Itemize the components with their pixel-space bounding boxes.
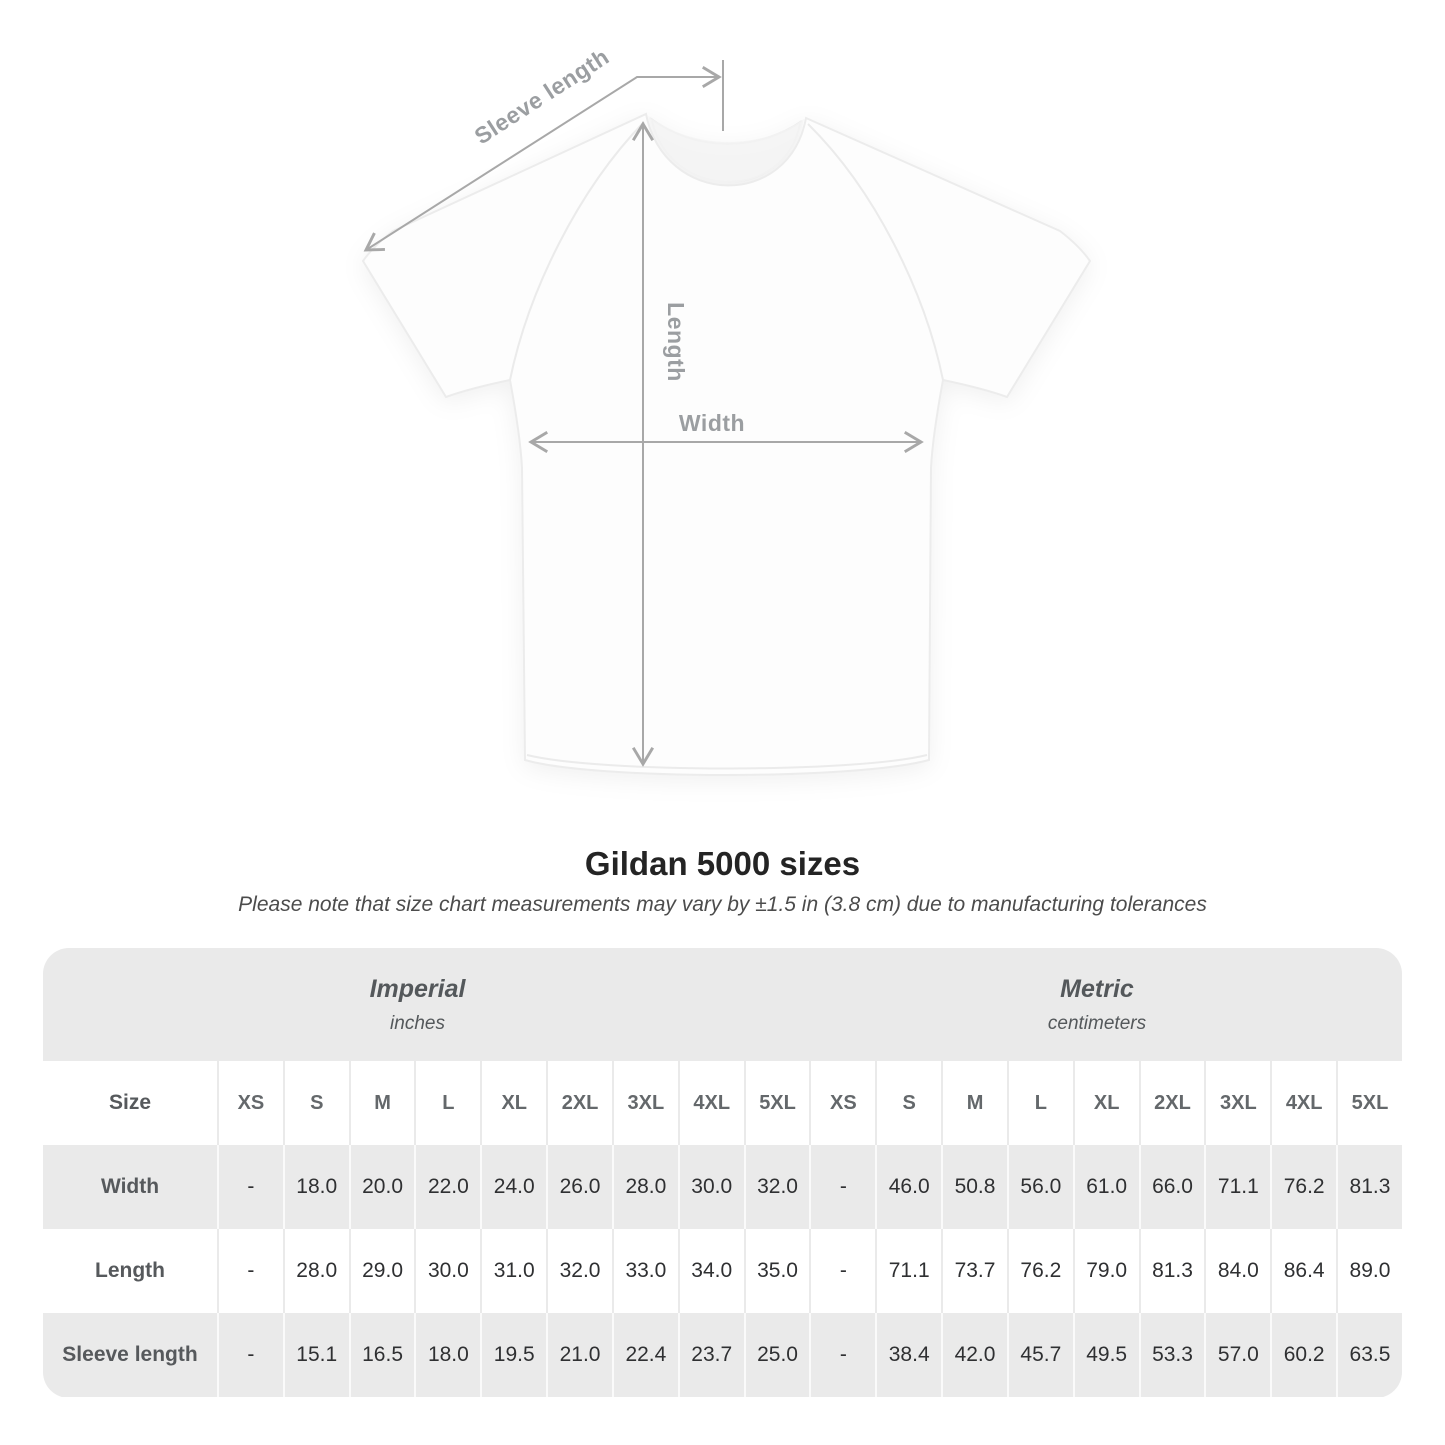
table-cell: 76.2 bbox=[1270, 1145, 1336, 1229]
column-header-metric-s: S bbox=[875, 1061, 941, 1145]
table-cell: 45.7 bbox=[1006, 1313, 1073, 1397]
table-cell: 81.3 bbox=[1138, 1229, 1205, 1313]
table-cell: - bbox=[217, 1313, 283, 1397]
table-cell: 35.0 bbox=[743, 1229, 810, 1313]
table-cell: 86.4 bbox=[1270, 1229, 1336, 1313]
table-cell: 32.0 bbox=[546, 1229, 612, 1313]
table-cell: 34.0 bbox=[677, 1229, 744, 1313]
width-label: Width bbox=[679, 410, 745, 436]
row-label: Length bbox=[95, 1259, 165, 1282]
table-cell: 16.5 bbox=[348, 1313, 415, 1397]
table-cell: 33.0 bbox=[611, 1229, 678, 1313]
table-cell: 21.0 bbox=[546, 1313, 612, 1397]
table-cell: - bbox=[217, 1229, 283, 1313]
size-header-label: Size bbox=[108, 1091, 152, 1114]
column-header-metric-xs: XS bbox=[809, 1061, 875, 1145]
table-cell: 60.2 bbox=[1270, 1313, 1336, 1397]
table-cell: 19.5 bbox=[480, 1313, 546, 1397]
table-cell: 28.0 bbox=[611, 1145, 678, 1229]
table-cell: 53.3 bbox=[1138, 1313, 1205, 1397]
size-header-row: Size XS S M L XL 2XL 3XL 4XL 5XL XS S M L XL 2XL 3XL 4XL… bbox=[43, 1061, 1402, 1145]
table-cell: 81.3 bbox=[1336, 1145, 1402, 1229]
table-cell: 31.0 bbox=[480, 1229, 546, 1313]
column-header-metric-l: L bbox=[1006, 1061, 1073, 1145]
table-cell: 49.5 bbox=[1072, 1313, 1139, 1397]
table-cell: 73.7 bbox=[941, 1229, 1007, 1313]
table-cell: - bbox=[809, 1229, 875, 1313]
table-cell: 18.0 bbox=[414, 1313, 480, 1397]
metric-group-header: Metric centimeters bbox=[792, 948, 1402, 1061]
imperial-group-label: Imperial bbox=[369, 974, 466, 1003]
tshirt-measurement-diagram: Sleeve length Length Width bbox=[361, 43, 1092, 776]
column-header-imperial-s: S bbox=[282, 1061, 349, 1145]
table-cell: 30.0 bbox=[414, 1229, 480, 1313]
table-cell: 71.1 bbox=[1204, 1145, 1270, 1229]
table-cell: 42.0 bbox=[941, 1313, 1007, 1397]
column-header-metric-4xl: 4XL bbox=[1270, 1061, 1336, 1145]
column-header-imperial-2xl: 2XL bbox=[546, 1061, 612, 1145]
table-cell: 15.1 bbox=[282, 1313, 349, 1397]
metric-group-label: Metric bbox=[1060, 974, 1134, 1003]
tshirt-illustration bbox=[361, 112, 1092, 776]
table-cell: 32.0 bbox=[743, 1145, 810, 1229]
column-header-metric-5xl: 5XL bbox=[1336, 1061, 1402, 1145]
table-cell: 46.0 bbox=[875, 1145, 941, 1229]
table-cell: 76.2 bbox=[1006, 1229, 1073, 1313]
table-cell: 57.0 bbox=[1204, 1313, 1270, 1397]
row-label: Width bbox=[100, 1175, 160, 1198]
table-cell: 25.0 bbox=[743, 1313, 810, 1397]
tshirt-diagram-svg: Sleeve length Length Width bbox=[361, 43, 1092, 776]
table-cell: 26.0 bbox=[546, 1145, 612, 1229]
column-header-imperial-l: L bbox=[414, 1061, 480, 1145]
caption-block: Gildan 5000 sizes Please note that size … bbox=[0, 845, 1445, 917]
table-cell: 84.0 bbox=[1204, 1229, 1270, 1313]
sleeve-length-label: Sleeve length bbox=[470, 43, 614, 149]
table-cell: - bbox=[217, 1145, 283, 1229]
column-header-imperial-xl: XL bbox=[480, 1061, 546, 1145]
column-header-imperial-3xl: 3XL bbox=[611, 1061, 678, 1145]
table-cell: - bbox=[809, 1145, 875, 1229]
table-cell: 23.7 bbox=[677, 1313, 744, 1397]
table-cell: 29.0 bbox=[348, 1229, 415, 1313]
table-cell: - bbox=[809, 1313, 875, 1397]
page-title: Gildan 5000 sizes bbox=[584, 845, 861, 882]
metric-group-unit: centimeters bbox=[1047, 1012, 1147, 1034]
table-cell: 71.1 bbox=[875, 1229, 941, 1313]
column-header-imperial-4xl: 4XL bbox=[677, 1061, 744, 1145]
table-cell: 63.5 bbox=[1336, 1313, 1402, 1397]
column-header-metric-xl: XL bbox=[1072, 1061, 1139, 1145]
table-cell: 24.0 bbox=[480, 1145, 546, 1229]
table-cell: 22.0 bbox=[414, 1145, 480, 1229]
table-cell: 20.0 bbox=[348, 1145, 415, 1229]
sleeve-length-arrow bbox=[363, 65, 722, 252]
table-cell: 38.4 bbox=[875, 1313, 941, 1397]
column-header-imperial-xs: XS bbox=[217, 1061, 283, 1145]
table-cell: 28.0 bbox=[282, 1229, 349, 1313]
table-cell: 89.0 bbox=[1336, 1229, 1402, 1313]
table-row-length: Length -28.0 29.0 30.0 31.0 32.0 33.0 34.0 35.0-… bbox=[43, 1229, 1402, 1313]
imperial-group-unit: inches bbox=[390, 1012, 445, 1034]
column-header-imperial-5xl: 5XL bbox=[743, 1061, 810, 1145]
table-cell: 18.0 bbox=[282, 1145, 349, 1229]
column-header-metric-3xl: 3XL bbox=[1204, 1061, 1270, 1145]
column-header-imperial-m: M bbox=[348, 1061, 415, 1145]
table-row-width: Width -18.0 20.0 22.0 24.0 26.0 28.0 30.0 32.0-4… bbox=[43, 1145, 1402, 1229]
table-cell: 30.0 bbox=[677, 1145, 744, 1229]
table-cell: 22.4 bbox=[611, 1313, 678, 1397]
table-row-sleeve-length: Sleeve length -15.1 16.5 18.0 19.5 21.0 22.4 23… bbox=[43, 1313, 1402, 1397]
row-label: Sleeve length bbox=[62, 1343, 198, 1366]
unit-group-header-row: Imperial inches Metric centimeters bbox=[43, 948, 1402, 1061]
table-cell: 56.0 bbox=[1006, 1145, 1073, 1229]
size-table: Imperial inches Metric centimeters Size … bbox=[43, 948, 1402, 1398]
table-cell: 66.0 bbox=[1138, 1145, 1205, 1229]
column-header-metric-m: M bbox=[941, 1061, 1007, 1145]
length-label: Length bbox=[663, 302, 689, 382]
column-header-metric-2xl: 2XL bbox=[1138, 1061, 1205, 1145]
table-cell: 50.8 bbox=[941, 1145, 1007, 1229]
tolerance-note: Please note that size chart measurements… bbox=[238, 893, 1207, 917]
table-cell: 79.0 bbox=[1072, 1229, 1139, 1313]
table-cell: 61.0 bbox=[1072, 1145, 1139, 1229]
imperial-group-header: Imperial inches bbox=[43, 948, 792, 1061]
